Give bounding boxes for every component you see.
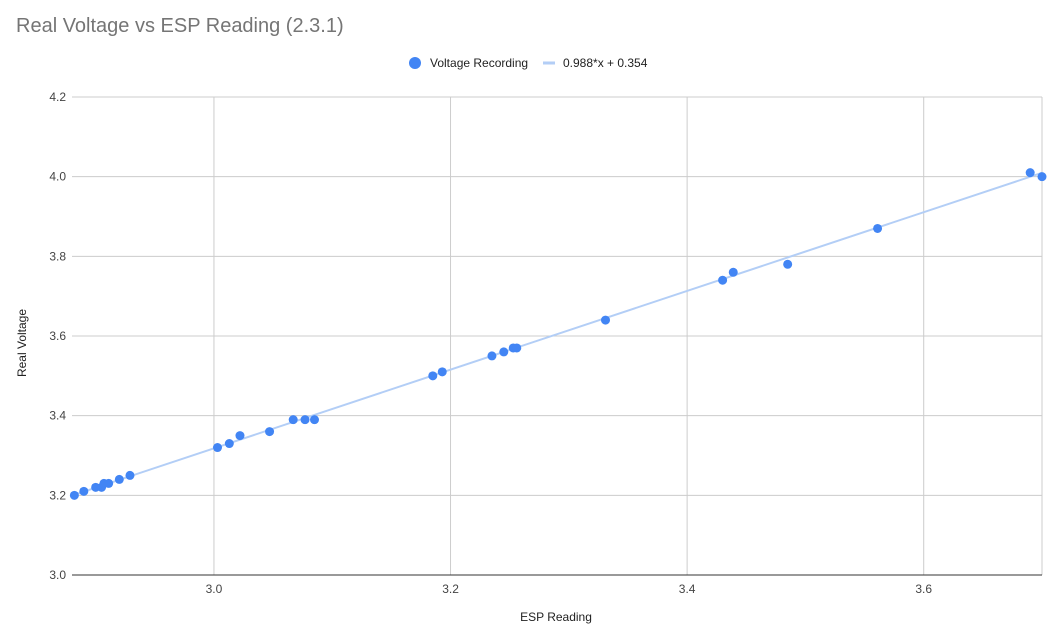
data-point[interactable]: [487, 351, 497, 361]
data-point[interactable]: [300, 415, 310, 425]
data-point[interactable]: [125, 470, 135, 480]
y-tick-label: 4.2: [49, 90, 66, 104]
data-point[interactable]: [104, 478, 114, 488]
data-point[interactable]: [235, 431, 245, 441]
data-point[interactable]: [783, 259, 793, 269]
data-point[interactable]: [69, 490, 79, 500]
y-gridlines: [72, 96, 1042, 496]
data-point[interactable]: [213, 443, 222, 453]
y-axis-title: Real Voltage: [15, 309, 29, 377]
data-point[interactable]: [265, 427, 275, 437]
x-axis-title: ESP Reading: [520, 610, 592, 624]
chart-title: Real Voltage vs ESP Reading (2.3.1): [16, 15, 344, 37]
data-point[interactable]: [428, 371, 438, 381]
y-tick-label: 3.0: [49, 568, 66, 582]
data-point[interactable]: [437, 367, 447, 377]
data-points: [69, 168, 1047, 500]
x-tick-label: 3.6: [915, 582, 932, 596]
y-tick-label: 3.6: [49, 329, 66, 343]
y-tick-labels: 3.0 3.2 3.4 3.6 3.8 4.0 4.2: [49, 90, 66, 582]
y-tick-label: 4.0: [49, 170, 66, 184]
data-point[interactable]: [288, 415, 298, 425]
data-point[interactable]: [114, 474, 124, 484]
y-tick-label: 3.2: [49, 488, 66, 502]
x-tick-label: 3.4: [679, 582, 696, 596]
x-tick-label: 3.2: [442, 582, 459, 596]
data-point[interactable]: [79, 486, 89, 496]
data-point[interactable]: [718, 275, 728, 285]
data-point[interactable]: [601, 315, 610, 325]
y-tick-label: 3.4: [49, 409, 66, 423]
data-point[interactable]: [1037, 172, 1047, 182]
data-point[interactable]: [728, 267, 738, 277]
data-point[interactable]: [1025, 168, 1035, 178]
legend-marker-voltage-recording: [409, 57, 421, 69]
data-point[interactable]: [873, 223, 883, 233]
x-tick-labels: 3.0 3.2 3.4 3.6: [206, 582, 933, 596]
x-tick-label: 3.0: [206, 582, 223, 596]
legend-label-trendline: 0.988*x + 0.354: [563, 56, 648, 70]
legend-label-voltage-recording: Voltage Recording: [430, 56, 528, 70]
data-point[interactable]: [224, 439, 234, 449]
legend[interactable]: Voltage Recording 0.988*x + 0.354: [409, 56, 648, 70]
data-point[interactable]: [310, 415, 319, 425]
data-point[interactable]: [499, 347, 509, 357]
data-point[interactable]: [512, 343, 522, 353]
y-tick-label: 3.8: [49, 249, 66, 263]
